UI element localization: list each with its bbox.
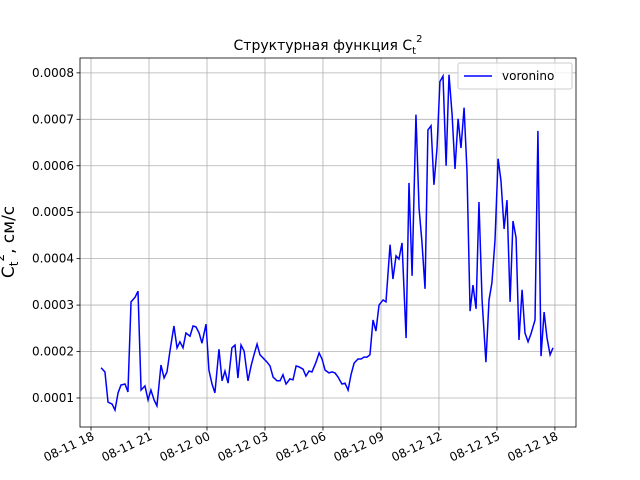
- y-tick-label: 0.0006: [32, 159, 74, 173]
- y-tick-label: 0.0003: [32, 298, 74, 312]
- y-tick-label: 0.0005: [32, 205, 74, 219]
- title-sub: t: [412, 46, 416, 57]
- y-tick-label: 0.0007: [32, 112, 74, 126]
- y-tick-label: 0.0002: [32, 345, 74, 359]
- y-tick-label: 0.0008: [32, 66, 74, 80]
- legend-box: [457, 62, 573, 90]
- ylabel-main: C: [0, 266, 19, 278]
- ylabel-unit: , см/с: [0, 206, 19, 254]
- title-sup: 2: [416, 34, 422, 45]
- ylabel-sub: t: [7, 261, 21, 266]
- title-main: Структурная функция C: [234, 38, 413, 54]
- chart-title: Структурная функция Ct2: [234, 34, 423, 57]
- y-tick-label: 0.0001: [32, 391, 74, 405]
- y-tick-label: 0.0004: [32, 252, 74, 266]
- y-axis-label: Ct2, см/с: [0, 206, 21, 278]
- data-line: [100, 73, 554, 413]
- ylabel-sup: 2: [0, 254, 7, 262]
- legend-label: voronino: [502, 69, 554, 83]
- plot-frame: [79, 57, 577, 428]
